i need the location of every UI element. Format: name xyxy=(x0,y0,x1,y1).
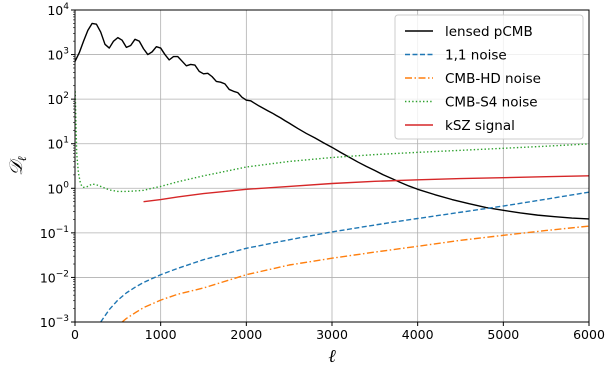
legend-label: lensed pCMB xyxy=(445,24,533,40)
series-line-ksz-signal xyxy=(143,175,589,203)
x-tick-label: 5000 xyxy=(487,327,519,342)
series-line-1-1-noise xyxy=(100,191,589,322)
x-tick-label: 0 xyxy=(71,327,79,342)
y-tick-label: 10−2 xyxy=(40,269,69,285)
legend-label: CMB-HD noise xyxy=(445,71,541,87)
series-group xyxy=(75,22,589,322)
x-tick-label: 1000 xyxy=(145,327,177,342)
y-tick-label: 102 xyxy=(47,91,69,107)
tick-group xyxy=(71,9,590,326)
y-axis-label-main: 𝒟 xyxy=(6,158,27,176)
x-tick-label: 4000 xyxy=(402,327,434,342)
y-axis-label: 𝒟ℓ xyxy=(6,156,29,175)
x-tick-label: 2000 xyxy=(230,327,262,342)
y-tick-label: 10−1 xyxy=(40,225,69,241)
tick-label-group: 0 1000 2000 3000 4000 5000 6000 10−3 10−2 10−1 100… xyxy=(40,2,605,342)
legend-label: CMB-S4 noise xyxy=(445,95,538,111)
x-tick-label: 3000 xyxy=(316,327,348,342)
legend-label: 1,1 noise xyxy=(445,48,507,64)
y-tick-label: 10−3 xyxy=(40,314,69,330)
y-axis-label-subscript: ℓ xyxy=(15,156,29,161)
y-tick-label: 104 xyxy=(47,2,69,18)
legend-frame xyxy=(394,14,584,140)
legend-label: kSZ signal xyxy=(445,118,515,134)
y-tick-label: 100 xyxy=(47,180,69,196)
y-tick-label: 103 xyxy=(47,47,69,63)
x-tick-label: 6000 xyxy=(573,327,605,342)
legend: lensed pCMB 1,1 noise CMB-HD noise CMB-S4 n… xyxy=(394,14,584,140)
x-axis-label: ℓ xyxy=(328,346,336,367)
series-line-cmb-s4-noise xyxy=(75,91,589,193)
y-tick-label: 101 xyxy=(47,136,69,152)
